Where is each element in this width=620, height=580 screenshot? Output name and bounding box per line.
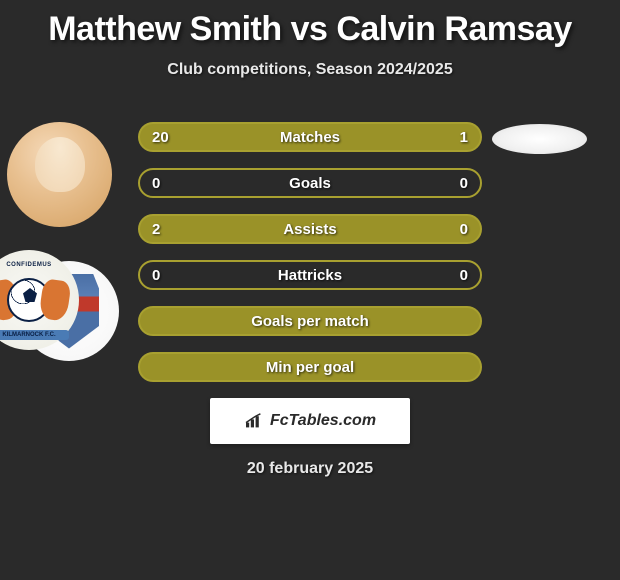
stat-value-left: 20: [152, 129, 169, 146]
stat-value-left: 2: [152, 221, 160, 238]
stat-bar: Matches 20 1: [138, 122, 482, 152]
crest-right-bottom-text: KILMARNOCK F.C.: [0, 330, 69, 340]
stat-value-left: 0: [152, 267, 160, 284]
subtitle: Club competitions, Season 2024/2025: [0, 61, 620, 79]
stat-label: Goals: [289, 175, 331, 192]
stat-bar: Hattricks 0 0: [138, 260, 482, 290]
stat-label: Assists: [283, 221, 336, 238]
stat-bar: Assists 2 0: [138, 214, 482, 244]
stat-label: Goals per match: [251, 313, 369, 330]
stat-label: Matches: [280, 129, 340, 146]
stat-bar: Goals 0 0: [138, 168, 482, 198]
chart-icon: [244, 413, 264, 429]
stat-value-right: 1: [460, 129, 468, 146]
player-left-avatar: [7, 122, 112, 227]
stat-value-right: 0: [460, 221, 468, 238]
stat-value-right: 0: [460, 267, 468, 284]
stat-bar: Min per goal: [138, 352, 482, 382]
stats-container: Matches201Goals00Assists20Hattricks00Goa…: [138, 122, 482, 478]
crest-right-top-text: CONFIDEMUS: [0, 262, 64, 268]
stat-bar: Goals per match: [138, 306, 482, 336]
stat-label: Hattricks: [278, 267, 342, 284]
stat-value-left: 0: [152, 175, 160, 192]
brand-badge: FcTables.com: [210, 398, 410, 444]
player-right-avatar: [492, 124, 587, 154]
date-text: 20 february 2025: [138, 460, 482, 478]
stat-value-right: 0: [460, 175, 468, 192]
page-title: Matthew Smith vs Calvin Ramsay: [0, 10, 620, 49]
brand-text: FcTables.com: [270, 412, 376, 430]
stat-label: Min per goal: [266, 359, 354, 376]
